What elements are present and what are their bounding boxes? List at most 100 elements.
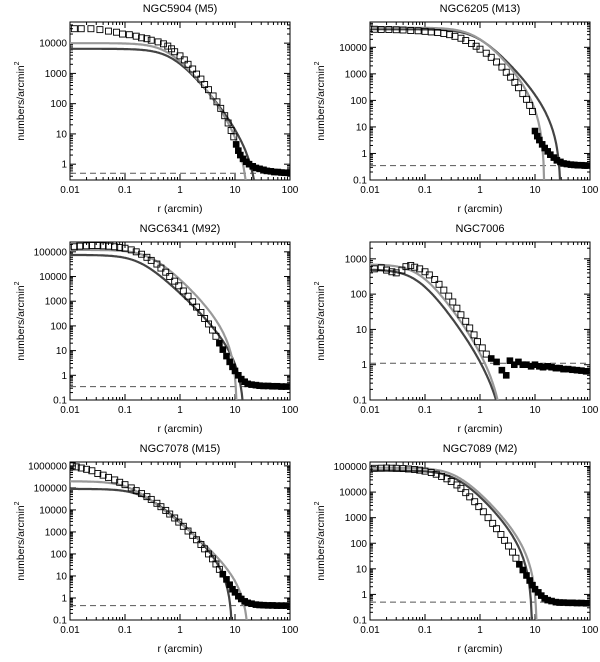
open-point — [166, 510, 174, 518]
open-point — [466, 493, 474, 501]
x-tick-label: 100 — [582, 185, 599, 196]
open-point — [132, 248, 140, 256]
x-tick-label: 0.1 — [118, 625, 132, 636]
filled-point — [282, 602, 290, 609]
x-tick-label: 1 — [177, 625, 183, 636]
open-point — [505, 542, 512, 550]
open-point — [457, 311, 465, 319]
y-axis-label-text: numbers/arcmin — [15, 65, 27, 140]
open-point — [457, 34, 465, 42]
x-tick-label: 100 — [282, 185, 299, 196]
y-axis-label-text: numbers/arcmin — [15, 285, 27, 360]
open-point — [392, 464, 400, 472]
open-point — [175, 282, 183, 290]
open-point — [215, 565, 223, 573]
open-point — [462, 489, 470, 497]
open-point — [509, 548, 516, 556]
open-point — [370, 265, 378, 273]
open-point — [447, 478, 455, 485]
open-point — [162, 506, 170, 514]
open-point — [154, 38, 162, 46]
x-axis-label: r (arcmin) — [458, 423, 503, 435]
x-axis-label: r (arcmin) — [458, 643, 503, 655]
filled-point — [282, 383, 290, 390]
y-tick-label: 10 — [356, 564, 368, 575]
open-point — [462, 317, 470, 325]
open-point — [388, 464, 396, 472]
y-axis-label-superscript: 2 — [14, 501, 21, 505]
filled-point — [232, 141, 240, 148]
chart-title: NGC7089 (M2) — [443, 443, 518, 455]
y-axis-label: numbers/arcmin2 — [314, 61, 327, 140]
open-point — [127, 246, 135, 254]
y-tick-label: 1000 — [345, 513, 368, 524]
x-tick-label: 100 — [282, 625, 299, 636]
filled-point — [498, 366, 506, 374]
y-tick-label: 1000 — [45, 297, 68, 308]
open-point — [399, 465, 407, 473]
open-point — [179, 522, 187, 530]
y-axis-label-superscript: 2 — [14, 281, 21, 285]
filled-point — [223, 352, 230, 360]
panel-ngc6341: NGC6341 (M92) 0.01 0.1 1 10 100 0.1 1 10 100 1000 1… — [0, 220, 300, 440]
x-tick-label: 1 — [177, 405, 183, 416]
open-point — [385, 26, 393, 33]
x-tick-label: 10 — [229, 625, 241, 636]
plot-frame — [69, 461, 291, 621]
open-point — [72, 463, 80, 471]
open-point — [440, 30, 448, 38]
panel-ngc7078: NGC7078 (M15) 0.01 0.1 1 10 100 0.1 1 10 100 1000 1… — [0, 440, 300, 660]
plot-data — [370, 261, 590, 400]
y-axis-label: numbers/arcmin2 — [314, 281, 327, 360]
panel-ngc5904: NGC5904 (M5) 0.01 0.1 1 10 100 1 10 100 1000 10000… — [0, 0, 300, 220]
y-tick-label: 1000 — [45, 527, 68, 538]
plot-ngc5904: NGC5904 (M5) 0.01 0.1 1 10 100 1 10 100 1000 10000… — [14, 3, 299, 215]
open-point — [217, 104, 225, 112]
open-point — [474, 338, 481, 346]
open-point — [147, 495, 155, 503]
open-point — [511, 78, 519, 86]
plot-ngc6341: NGC6341 (M92)0.01 0.1 1 10 1000.111010010001… — [14, 223, 299, 435]
y-axis-label: numbers/arcmin2 — [14, 61, 27, 140]
x-axis-label: r (arcmin) — [458, 203, 503, 215]
y-tick-label: 1000 — [345, 69, 368, 80]
open-point — [99, 242, 107, 250]
king-model-dark-curve — [370, 469, 534, 620]
y-axis-label-superscript: 2 — [314, 501, 321, 505]
open-point — [470, 331, 478, 339]
filled-point — [219, 346, 227, 353]
x-tick-label: 10 — [229, 405, 241, 416]
x-tick-label: 0.01 — [60, 405, 80, 416]
open-point — [111, 243, 119, 251]
chart-title: NGC5904 (M5) — [143, 3, 218, 15]
y-tick-label: 10 — [56, 571, 68, 582]
plot-ngc7078: NGC7078 (M15)0.01 0.1 1 10 1000.111010010001… — [14, 443, 299, 655]
y-tick-label: 100 — [350, 96, 367, 107]
open-point — [153, 260, 161, 268]
y-tick-label: 1 — [361, 590, 367, 601]
open-point — [497, 531, 505, 538]
y-tick-label: 0.1 — [53, 396, 67, 407]
open-point — [94, 470, 102, 477]
plot-ngc7089: NGC7089 (M2)0.01 0.1 1 10 1000.1110100100010… — [314, 443, 599, 655]
open-point — [132, 32, 140, 40]
open-point — [175, 518, 183, 526]
y-tick-label: 0.1 — [353, 616, 367, 627]
open-point — [205, 320, 212, 328]
panel-ngc7089: NGC7089 (M2) 0.01 0.1 1 10 100 0.1 1 10 100 1000 10… — [300, 440, 600, 660]
x-tick-label: 10 — [529, 405, 541, 416]
open-point — [471, 498, 479, 506]
open-point — [180, 56, 188, 64]
open-point — [438, 472, 446, 480]
y-axis-label-text: numbers/arcmin — [315, 505, 327, 580]
open-point — [147, 36, 155, 44]
open-point — [189, 298, 197, 306]
open-point — [432, 470, 440, 478]
open-point — [484, 514, 492, 522]
panel-ngc7006: NGC7006 0.01 0.1 1 10 100 0.1 1 10 100 1000 r (arcm… — [300, 220, 600, 440]
y-axis-label: numbers/arcmin2 — [14, 281, 27, 360]
y-tick-label: 10 — [56, 346, 68, 357]
y-axis-label-superscript: 2 — [14, 61, 21, 65]
y-tick-label: 1 — [361, 149, 367, 160]
